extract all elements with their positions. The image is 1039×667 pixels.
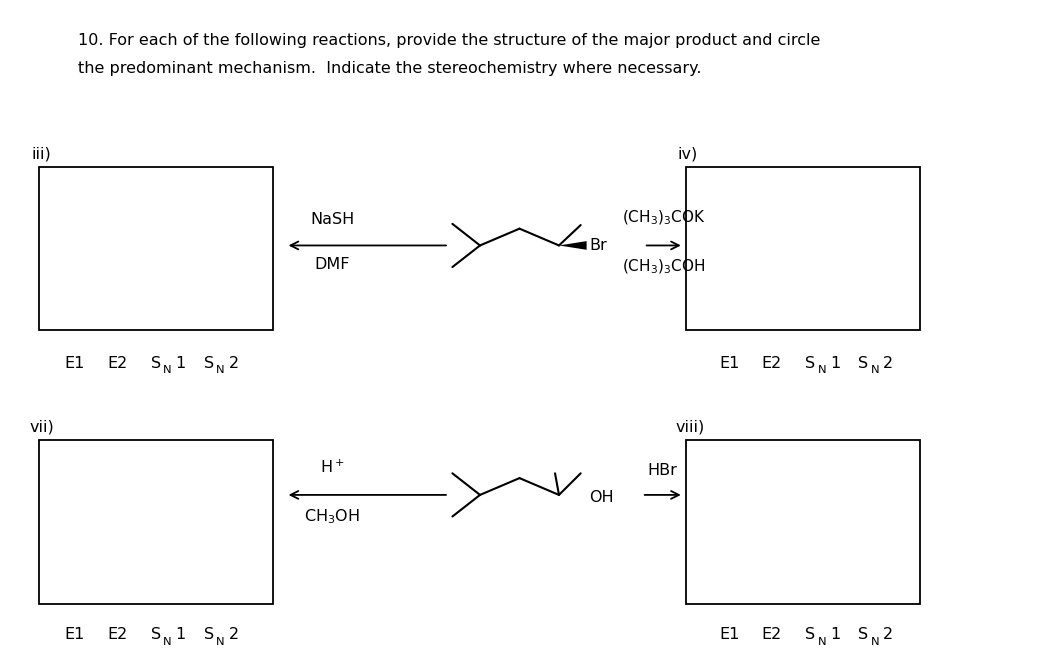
Text: iv): iv) (677, 147, 697, 161)
Text: (CH$_3$)$_3$COK: (CH$_3$)$_3$COK (622, 208, 705, 227)
Text: E1: E1 (719, 628, 740, 642)
Text: H$^+$: H$^+$ (320, 459, 345, 476)
Text: S: S (151, 628, 161, 642)
Text: DMF: DMF (315, 257, 350, 272)
Text: N: N (216, 637, 224, 646)
Bar (39, 167, 273, 330)
Bar (39, 440, 273, 604)
Text: N: N (216, 366, 224, 375)
Text: 10. For each of the following reactions, provide the structure of the major prod: 10. For each of the following reactions,… (78, 33, 821, 48)
Polygon shape (559, 241, 587, 249)
Text: S: S (858, 628, 869, 642)
Text: S: S (805, 356, 816, 371)
Text: 1: 1 (176, 356, 186, 371)
Text: 1: 1 (176, 628, 186, 642)
Text: 2: 2 (883, 628, 894, 642)
Text: S: S (805, 628, 816, 642)
Bar (686, 167, 920, 330)
Text: HBr: HBr (647, 464, 677, 478)
Text: E2: E2 (107, 628, 127, 642)
Bar (686, 440, 920, 604)
Text: CH$_3$OH: CH$_3$OH (304, 507, 361, 526)
Text: S: S (204, 628, 214, 642)
Text: 1: 1 (830, 628, 841, 642)
Text: iii): iii) (31, 147, 51, 161)
Text: S: S (204, 356, 214, 371)
Text: N: N (818, 637, 826, 646)
Text: S: S (858, 356, 869, 371)
Text: 2: 2 (229, 628, 239, 642)
Text: the predominant mechanism.  Indicate the stereochemistry where necessary.: the predominant mechanism. Indicate the … (78, 61, 701, 76)
Text: 2: 2 (229, 356, 239, 371)
Text: E2: E2 (107, 356, 127, 371)
Text: E1: E1 (719, 356, 740, 371)
Text: (CH$_3$)$_3$COH: (CH$_3$)$_3$COH (622, 257, 705, 276)
Text: Br: Br (590, 238, 608, 253)
Text: E1: E1 (64, 356, 85, 371)
Text: N: N (871, 366, 879, 375)
Text: 2: 2 (883, 356, 894, 371)
Text: vii): vii) (29, 420, 54, 435)
Text: 1: 1 (830, 356, 841, 371)
Text: N: N (818, 366, 826, 375)
Text: E1: E1 (64, 628, 85, 642)
Text: viii): viii) (675, 420, 704, 435)
Text: N: N (163, 366, 171, 375)
Text: E2: E2 (762, 356, 781, 371)
Text: N: N (163, 637, 171, 646)
Text: S: S (151, 356, 161, 371)
Text: OH: OH (589, 490, 613, 505)
Text: E2: E2 (762, 628, 781, 642)
Text: N: N (871, 637, 879, 646)
Text: NaSH: NaSH (311, 212, 354, 227)
